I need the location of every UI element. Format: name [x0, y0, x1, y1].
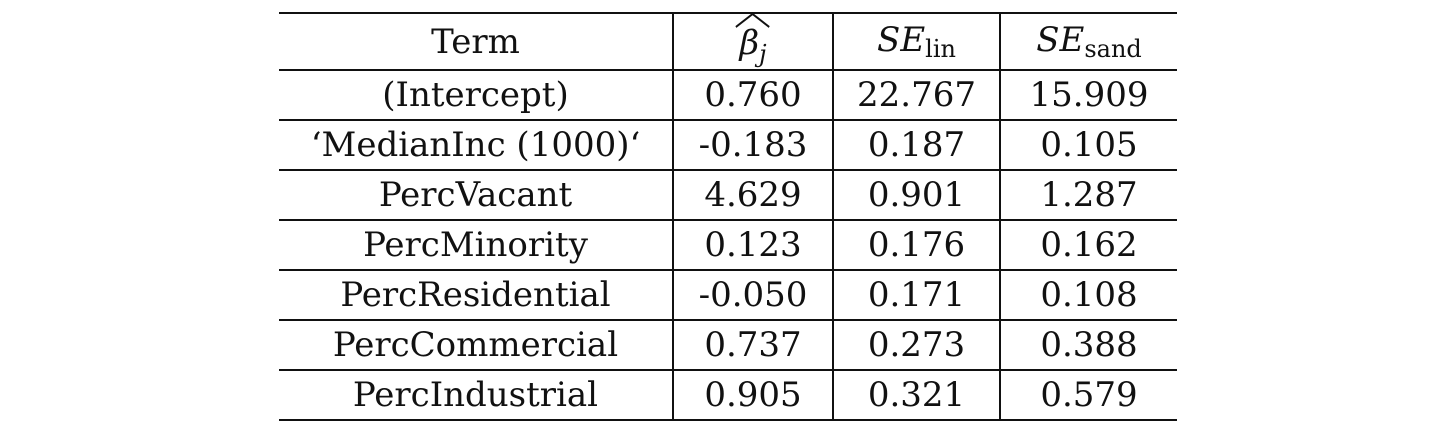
cell-beta: 0.737 — [672, 320, 833, 371]
beta-symbol: β — [739, 22, 760, 63]
cell-se-sand: 1.287 — [999, 170, 1177, 221]
beta-hat-symbol: βj — [735, 12, 771, 68]
cell-beta: 0.760 — [672, 70, 833, 121]
cell-term: PercMinority — [279, 220, 673, 271]
cell-se-sand: 0.579 — [999, 370, 1177, 421]
cell-se-lin: 0.171 — [832, 270, 1000, 321]
cell-se-lin: 0.176 — [832, 220, 1000, 271]
cell-se-lin: 0.187 — [832, 120, 1000, 171]
header-row: Term βj SElin SEsand — [279, 12, 1177, 71]
beta-subscript: j — [759, 39, 767, 68]
table-row: PercIndustrial 0.905 0.321 0.579 — [279, 370, 1177, 421]
cell-se-lin: 0.901 — [832, 170, 1000, 221]
cell-beta: 0.905 — [672, 370, 833, 421]
header-se-lin: SElin — [832, 12, 1000, 71]
cell-se-lin: 0.321 — [832, 370, 1000, 421]
table-row: PercCommercial 0.737 0.273 0.388 — [279, 320, 1177, 371]
cell-se-sand: 0.388 — [999, 320, 1177, 371]
header-se-sand: SEsand — [999, 12, 1177, 71]
table-row: PercResidential -0.050 0.171 0.108 — [279, 270, 1177, 321]
cell-beta: 0.123 — [672, 220, 833, 271]
se-lin-subscript: lin — [925, 34, 956, 63]
cell-se-lin: 0.273 — [832, 320, 1000, 371]
se-sand-symbol: SE — [1036, 19, 1085, 60]
table-row: (Intercept) 0.760 22.767 15.909 — [279, 70, 1177, 121]
se-sand-subscript: sand — [1084, 34, 1142, 63]
cell-se-sand: 0.108 — [999, 270, 1177, 321]
cell-term: PercCommercial — [279, 320, 673, 371]
cell-beta: -0.050 — [672, 270, 833, 321]
header-beta-hat: βj — [672, 12, 833, 71]
table-row: PercVacant 4.629 0.901 1.287 — [279, 170, 1177, 221]
cell-term: PercIndustrial — [279, 370, 673, 421]
cell-beta: -0.183 — [672, 120, 833, 171]
cell-se-lin: 22.767 — [832, 70, 1000, 121]
table-row: PercMinority 0.123 0.176 0.162 — [279, 220, 1177, 271]
cell-se-sand: 15.909 — [999, 70, 1177, 121]
coefficient-table: Term βj SElin SEsand (Intercept) 0.760 2… — [279, 12, 1177, 421]
header-term: Term — [279, 12, 673, 71]
se-lin-symbol: SE — [877, 19, 926, 60]
cell-term: ‘MedianInc (1000)‘ — [279, 120, 673, 171]
hat-accent-icon — [735, 12, 771, 28]
cell-beta: 4.629 — [672, 170, 833, 221]
cell-se-sand: 0.105 — [999, 120, 1177, 171]
cell-se-sand: 0.162 — [999, 220, 1177, 271]
cell-term: PercVacant — [279, 170, 673, 221]
table-row: ‘MedianInc (1000)‘ -0.183 0.187 0.105 — [279, 120, 1177, 171]
cell-term: PercResidential — [279, 270, 673, 321]
cell-term: (Intercept) — [279, 70, 673, 121]
